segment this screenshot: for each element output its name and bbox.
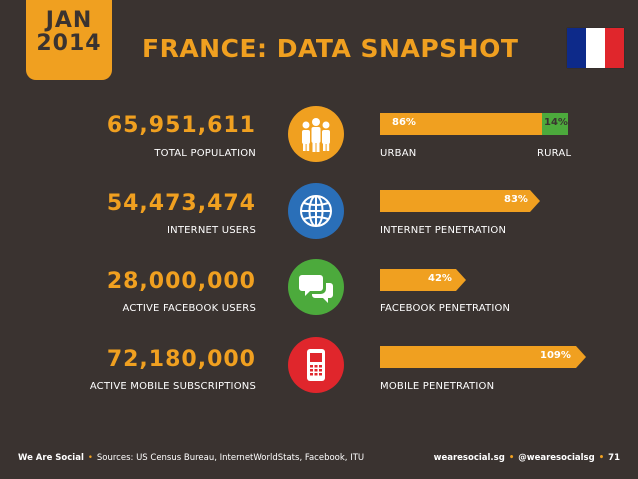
footer-sources-text: Sources: US Census Bureau, InternetWorld… bbox=[96, 453, 365, 463]
mobile-subscriptions-value: 72,180,000 bbox=[106, 347, 256, 372]
urban-rural-bar: 86% 14% bbox=[380, 113, 568, 135]
facebook-penetration-bar: 42% bbox=[380, 269, 466, 291]
france-flag-icon bbox=[567, 28, 624, 68]
footer-credits: wearesocial.sg • @wearesocialsg • 71 bbox=[433, 453, 620, 463]
date-tab: JAN 2014 bbox=[26, 0, 112, 80]
chat-bubbles-icon bbox=[288, 259, 344, 315]
rural-label: RURAL bbox=[537, 148, 572, 159]
rural-value: 14% bbox=[544, 117, 568, 128]
footer-sources: We Are Social • Sources: US Census Bureau,… bbox=[18, 453, 365, 463]
total-population-value: 65,951,611 bbox=[106, 113, 256, 138]
rural-bar bbox=[542, 113, 568, 135]
footer-brand: We Are Social bbox=[18, 453, 84, 463]
facebook-penetration-label: FACEBOOK PENETRATION bbox=[380, 303, 511, 314]
urban-label: URBAN bbox=[380, 148, 417, 159]
internet-penetration-bar: 83% bbox=[380, 190, 540, 212]
people-icon bbox=[288, 106, 344, 162]
facebook-users-label: ACTIVE FACEBOOK USERS bbox=[122, 303, 256, 314]
internet-penetration-value: 83% bbox=[504, 194, 528, 205]
facebook-users-value: 28,000,000 bbox=[106, 269, 256, 294]
urban-value: 86% bbox=[392, 117, 416, 128]
footer-page-number: 71 bbox=[608, 453, 620, 463]
mobile-penetration-value: 109% bbox=[540, 350, 571, 361]
page-title: FRANCE: DATA SNAPSHOT bbox=[142, 34, 519, 63]
mobile-penetration-bar: 109% bbox=[380, 346, 586, 368]
mobile-penetration-label: MOBILE PENETRATION bbox=[380, 381, 495, 392]
mobile-phone-icon bbox=[288, 337, 344, 393]
footer-handle[interactable]: @wearesocialsg bbox=[518, 453, 595, 463]
date-year: 2014 bbox=[36, 31, 102, 56]
facebook-penetration-value: 42% bbox=[428, 273, 452, 284]
mobile-bar-fill bbox=[380, 346, 576, 368]
mobile-subscriptions-label: ACTIVE MOBILE SUBSCRIPTIONS bbox=[89, 381, 256, 392]
date-month: JAN bbox=[45, 8, 93, 33]
internet-users-label: INTERNET USERS bbox=[167, 225, 256, 236]
internet-penetration-label: INTERNET PENETRATION bbox=[380, 225, 507, 236]
urban-bar bbox=[380, 113, 542, 135]
facebook-bar-fill bbox=[380, 269, 456, 291]
internet-bar-fill bbox=[380, 190, 530, 212]
total-population-label: TOTAL POPULATION bbox=[154, 148, 256, 159]
footer-site[interactable]: wearesocial.sg bbox=[433, 453, 505, 463]
internet-users-value: 54,473,474 bbox=[106, 191, 256, 216]
globe-icon bbox=[288, 183, 344, 239]
